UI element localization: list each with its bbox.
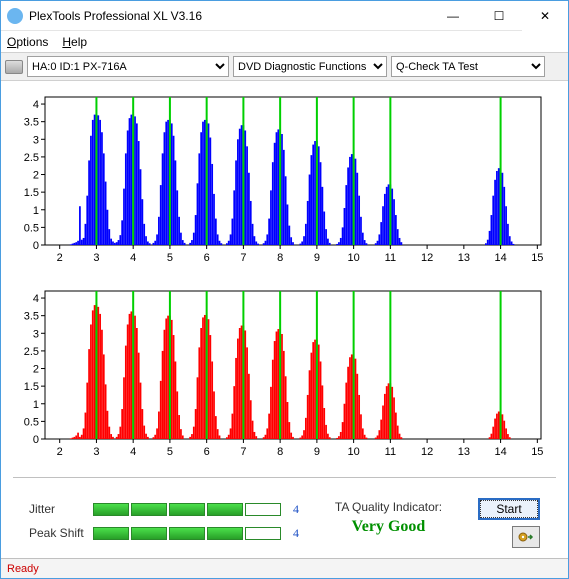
svg-text:6: 6 [204, 446, 210, 458]
start-button[interactable]: Start [478, 498, 540, 520]
svg-text:9: 9 [314, 252, 320, 264]
export-button[interactable] [512, 526, 540, 548]
jitter-bars [93, 503, 281, 516]
app-window: PlexTools Professional XL V3.16 — ☐ ✕ Op… [0, 0, 569, 579]
bar-segment [207, 503, 243, 516]
disc-export-icon [518, 531, 534, 543]
svg-text:4: 4 [130, 446, 136, 458]
svg-text:10: 10 [347, 252, 359, 264]
quality-label: TA Quality Indicator: [309, 500, 468, 514]
svg-text:7: 7 [240, 252, 246, 264]
svg-text:14: 14 [494, 252, 506, 264]
jitter-value: 4 [293, 502, 299, 517]
menu-options[interactable]: Options [7, 35, 48, 49]
svg-text:4: 4 [33, 99, 39, 111]
svg-text:0.5: 0.5 [24, 416, 39, 428]
status-text: Ready [7, 563, 39, 575]
svg-text:14: 14 [494, 446, 506, 458]
bar-segment [131, 527, 167, 540]
buttons-panel: Start [468, 498, 540, 548]
bar-segment [245, 503, 281, 516]
bottom-panel: Jitter 4 Peak Shift 4 TA Quality Indicat… [13, 488, 556, 554]
svg-text:2: 2 [33, 170, 39, 182]
peakshift-label: Peak Shift [29, 526, 93, 540]
svg-text:3.5: 3.5 [24, 311, 39, 323]
separator [13, 477, 556, 478]
svg-text:1: 1 [33, 399, 39, 411]
peakshift-row: Peak Shift 4 [29, 522, 309, 544]
window-controls: — ☐ ✕ [430, 1, 568, 31]
svg-text:4: 4 [130, 252, 136, 264]
svg-text:12: 12 [421, 446, 433, 458]
maximize-button[interactable]: ☐ [476, 1, 522, 31]
quality-value: Very Good [309, 518, 468, 536]
chart-bottom: 0 0.5 1 1.5 2 2.5 3 3.5 4 2 3 4 5 6 7 8 9 10 11 12 13 14 15 [13, 283, 556, 463]
svg-text:2.5: 2.5 [24, 346, 39, 358]
bar-segment [169, 503, 205, 516]
statusbar: Ready [1, 558, 568, 578]
menubar: Options Help [1, 31, 568, 53]
jitter-row: Jitter 4 [29, 498, 309, 520]
svg-text:15: 15 [531, 252, 543, 264]
svg-text:8: 8 [277, 252, 283, 264]
app-icon [7, 8, 23, 24]
svg-text:6: 6 [204, 252, 210, 264]
test-select[interactable]: Q-Check TA Test [391, 56, 545, 77]
drive-select[interactable]: HA:0 ID:1 PX-716A [27, 56, 229, 77]
menu-help[interactable]: Help [62, 35, 87, 49]
svg-text:0.5: 0.5 [24, 222, 39, 234]
svg-text:12: 12 [421, 252, 433, 264]
content-area: 00.511.522.533.5423456789101112131415 00… [1, 81, 568, 558]
svg-text:9: 9 [314, 446, 320, 458]
svg-text:1.5: 1.5 [24, 187, 39, 199]
svg-text:2: 2 [57, 446, 63, 458]
svg-text:13: 13 [458, 252, 470, 264]
svg-text:10: 10 [347, 446, 359, 458]
svg-text:2.5: 2.5 [24, 152, 39, 164]
bar-segment [207, 527, 243, 540]
close-button[interactable]: ✕ [522, 1, 568, 31]
toolbar: HA:0 ID:1 PX-716A DVD Diagnostic Functio… [1, 53, 568, 81]
svg-text:15: 15 [531, 446, 543, 458]
quality-panel: TA Quality Indicator: Very Good [309, 498, 468, 536]
bar-segment [169, 527, 205, 540]
metrics-panel: Jitter 4 Peak Shift 4 [29, 498, 309, 546]
jitter-label: Jitter [29, 502, 93, 516]
svg-text:11: 11 [385, 252, 396, 264]
svg-text:7: 7 [240, 446, 246, 458]
window-title: PlexTools Professional XL V3.16 [29, 9, 430, 23]
svg-text:4: 4 [33, 293, 39, 305]
titlebar: PlexTools Professional XL V3.16 — ☐ ✕ [1, 1, 568, 31]
chart-top: 0 0.5 1 1.5 2 2.5 3 3.5 4 2 3 4 5 6 7 8 9 10 11 12 13 14 15 [13, 89, 556, 269]
svg-text:2: 2 [33, 364, 39, 376]
peakshift-bars [93, 527, 281, 540]
bar-segment [131, 503, 167, 516]
svg-text:11: 11 [385, 446, 396, 458]
svg-text:1: 1 [33, 205, 39, 217]
svg-text:3: 3 [93, 252, 99, 264]
svg-text:5: 5 [167, 446, 173, 458]
svg-text:13: 13 [458, 446, 470, 458]
bar-segment [93, 503, 129, 516]
minimize-button[interactable]: — [430, 1, 476, 31]
bar-segment [93, 527, 129, 540]
drive-icon [5, 60, 23, 74]
svg-text:1.5: 1.5 [24, 381, 39, 393]
svg-text:0: 0 [33, 240, 39, 252]
bar-segment [245, 527, 281, 540]
svg-text:0: 0 [33, 434, 39, 446]
function-select[interactable]: DVD Diagnostic Functions [233, 56, 387, 77]
svg-text:3.5: 3.5 [24, 117, 39, 129]
svg-text:8: 8 [277, 446, 283, 458]
svg-text:3: 3 [33, 328, 39, 340]
svg-text:3: 3 [93, 446, 99, 458]
svg-text:5: 5 [167, 252, 173, 264]
svg-text:2: 2 [57, 252, 63, 264]
peakshift-value: 4 [293, 526, 299, 541]
svg-text:3: 3 [33, 134, 39, 146]
